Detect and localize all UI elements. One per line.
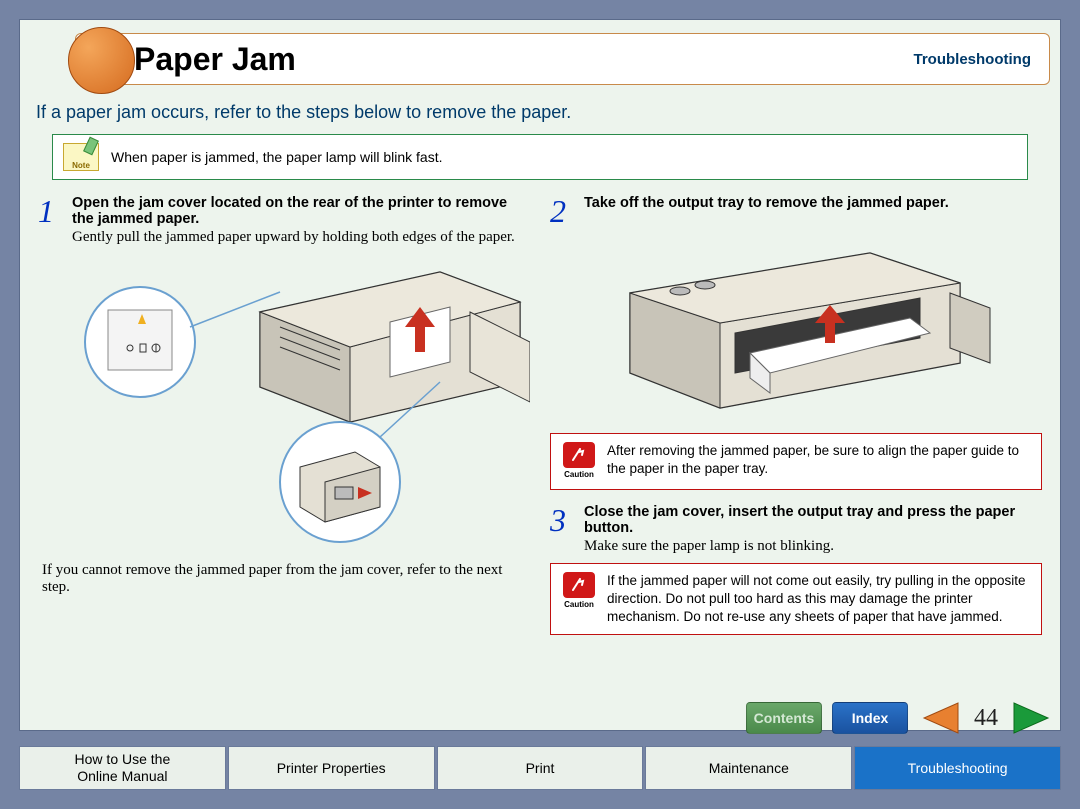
- left-column: 1 Open the jam cover located on the rear…: [38, 195, 530, 718]
- tab-troubleshooting[interactable]: Troubleshooting: [854, 746, 1061, 790]
- index-button[interactable]: Index: [832, 702, 908, 734]
- caution-text: After removing the jammed paper, be sure…: [607, 442, 1031, 481]
- steps-columns: 1 Open the jam cover located on the rear…: [38, 195, 1042, 718]
- caution-label: Caution: [561, 470, 597, 481]
- step-number: 1: [38, 195, 60, 246]
- page-frame: Paper Jam Troubleshooting If a paper jam…: [0, 0, 1080, 809]
- illustration-step1: [70, 252, 530, 552]
- step-title: Open the jam cover located on the rear o…: [72, 195, 530, 227]
- page-number: 44: [974, 705, 998, 732]
- step-3: 3 Close the jam cover, insert the output…: [550, 504, 1042, 555]
- step-number: 3: [550, 504, 572, 555]
- prev-page-button[interactable]: [918, 701, 960, 735]
- next-page-button[interactable]: [1012, 701, 1054, 735]
- step-desc: Gently pull the jammed paper upward by h…: [72, 229, 530, 246]
- intro-text: If a paper jam occurs, refer to the step…: [36, 102, 1044, 123]
- step-title: Take off the output tray to remove the j…: [584, 195, 1042, 211]
- step1-followup: If you cannot remove the jammed paper fr…: [42, 562, 530, 596]
- content-panel: Paper Jam Troubleshooting If a paper jam…: [19, 19, 1061, 731]
- bottom-tab-bar: How to Use the Online Manual Printer Pro…: [19, 746, 1061, 790]
- tab-how-to-use[interactable]: How to Use the Online Manual: [19, 746, 226, 790]
- title-bar: Paper Jam Troubleshooting: [75, 33, 1050, 85]
- caution-label: Caution: [561, 600, 597, 611]
- tab-printer-properties[interactable]: Printer Properties: [228, 746, 435, 790]
- note-callout: Note When paper is jammed, the paper lam…: [52, 134, 1028, 180]
- section-label: Troubleshooting: [914, 51, 1032, 68]
- step-2: 2 Take off the output tray to remove the…: [550, 195, 1042, 227]
- caution-icon: [563, 572, 595, 598]
- note-icon: Note: [63, 143, 99, 171]
- tab-print[interactable]: Print: [437, 746, 644, 790]
- caution-box-1: Caution After removing the jammed paper,…: [550, 433, 1042, 490]
- page-title: Paper Jam: [134, 41, 296, 78]
- tab-maintenance[interactable]: Maintenance: [645, 746, 852, 790]
- step-number: 2: [550, 195, 572, 227]
- caution-icon: [563, 442, 595, 468]
- step-title: Close the jam cover, insert the output t…: [584, 504, 1042, 536]
- caution-text: If the jammed paper will not come out ea…: [607, 572, 1031, 627]
- note-text: When paper is jammed, the paper lamp wil…: [111, 149, 442, 165]
- contents-button[interactable]: Contents: [746, 702, 822, 734]
- page-nav: Contents Index 44: [746, 697, 1054, 739]
- caution-box-2: Caution If the jammed paper will not com…: [550, 563, 1042, 636]
- step-desc: Make sure the paper lamp is not blinking…: [584, 538, 1042, 555]
- right-column: 2 Take off the output tray to remove the…: [550, 195, 1042, 718]
- illustration-step2: [590, 233, 1042, 423]
- title-orb-decoration: [68, 27, 135, 94]
- step-1: 1 Open the jam cover located on the rear…: [38, 195, 530, 246]
